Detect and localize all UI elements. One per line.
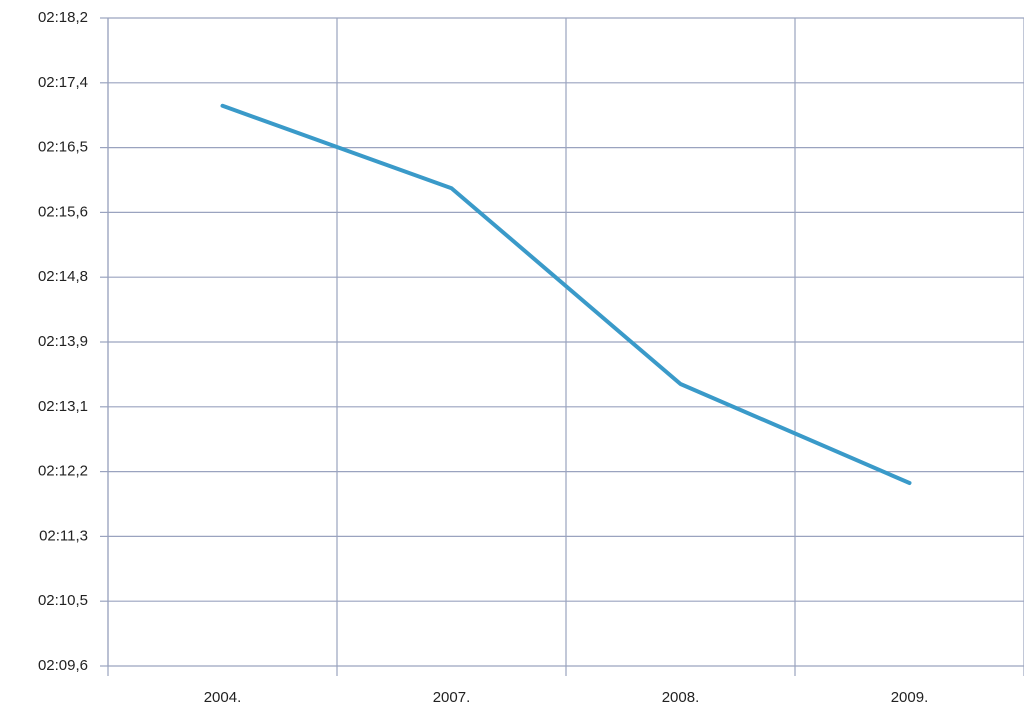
x-tick-label: 2007. (433, 689, 471, 706)
y-tick-label: 02:10,5 (38, 592, 88, 609)
y-tick-label: 02:15,6 (38, 203, 88, 220)
y-tick-label: 02:16,5 (38, 139, 88, 156)
y-tick-label: 02:13,9 (38, 333, 88, 350)
x-tick-label: 2004. (204, 689, 242, 706)
data-line (220, 103, 912, 485)
x-tick-label: 2008. (662, 689, 700, 706)
y-tick-label: 02:12,2 (38, 463, 88, 480)
x-tick-label: 2009. (891, 689, 929, 706)
y-tick-label: 02:09,6 (38, 657, 88, 674)
y-tick-label: 02:17,4 (38, 74, 88, 91)
y-tick-label: 02:14,8 (38, 268, 88, 285)
y-tick-label: 02:13,1 (38, 398, 88, 415)
y-tick-label: 02:11,3 (39, 527, 88, 544)
y-tick-label: 02:18,2 (38, 9, 88, 26)
